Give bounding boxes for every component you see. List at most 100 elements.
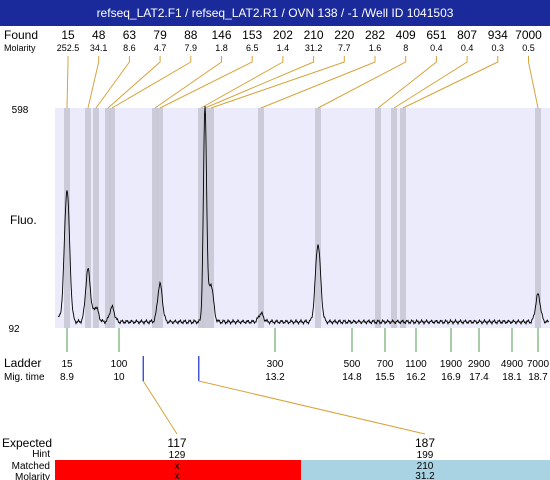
peak-band [202, 108, 208, 328]
found-molarity-label: 0.4 [430, 43, 443, 53]
found-molarity-label: 7.7 [338, 43, 351, 53]
peak-band [85, 108, 91, 328]
peak-connector [210, 56, 345, 109]
y-axis-label: Fluo. [10, 213, 37, 227]
found-molarity-label: 1.6 [369, 43, 382, 53]
found-size-label: 409 [396, 28, 416, 42]
ladder-migtime-label: 17.4 [469, 372, 489, 383]
found-molarity-label: 8 [403, 43, 408, 53]
found-molarity-label: 1.4 [277, 43, 290, 53]
found-molarity-label: 34.1 [90, 43, 108, 53]
peak-band [375, 108, 381, 328]
ladder-migtime-label: 18.1 [502, 372, 522, 383]
found-molarity-label: 6.5 [246, 43, 259, 53]
ladder-size-label: 100 [111, 359, 128, 370]
found-molarity-label: 8.6 [123, 43, 136, 53]
peak-connector [111, 56, 192, 109]
found-molarity-label: 1.8 [215, 43, 228, 53]
expected-value: 117 [167, 436, 186, 450]
expected-connector [198, 380, 426, 435]
found-molarity-label: 31.2 [305, 43, 323, 53]
found-size-label: 7000 [515, 28, 542, 42]
peak-connector [528, 56, 539, 109]
matched-value: x [175, 461, 180, 472]
peak-connector [200, 56, 284, 109]
peak-connector [317, 56, 407, 109]
peak-connector [154, 56, 222, 109]
peak-band [93, 108, 99, 328]
ladder-migtime-label: 10 [113, 372, 125, 383]
ladder-label: Ladder [4, 356, 41, 370]
found-molarity-label: 0.3 [492, 43, 505, 53]
found-size-label: 282 [365, 28, 385, 42]
y-tick-max: 598 [12, 105, 29, 116]
molarity-bottom-label: Molarity [15, 472, 50, 480]
peak-connector [87, 56, 100, 109]
matched-label: Matched [12, 461, 50, 472]
plot-area [55, 108, 550, 328]
chart-title: refseq_LAT2.F1 / refseq_LAT2.R1 / OVN 13… [0, 0, 550, 26]
expected-connector [142, 380, 178, 435]
peak-band [157, 108, 163, 328]
match-bar [301, 460, 550, 480]
peak-connector [393, 56, 468, 109]
found-size-label: 210 [304, 28, 324, 42]
peak-band [105, 108, 111, 328]
ladder-migtime-label: 14.8 [342, 372, 362, 383]
peak-band [258, 108, 264, 328]
expected-value: 187 [415, 436, 435, 450]
ladder-size-label: 500 [344, 359, 361, 370]
fluorescence-trace [57, 106, 549, 326]
peak-connector [204, 56, 315, 109]
peak-connector [402, 56, 499, 109]
mig-time-label: Mig. time [4, 372, 45, 383]
match-bar [55, 460, 301, 480]
ladder-migtime-label: 13.2 [265, 372, 285, 383]
found-size-label: 153 [242, 28, 262, 42]
found-size-label: 63 [123, 28, 137, 42]
peak-band [109, 108, 115, 328]
found-size-label: 88 [184, 28, 198, 42]
ladder-migtime-label: 16.9 [441, 372, 461, 383]
ladder-size-label: 1100 [405, 359, 427, 370]
expected-label: Expected [2, 436, 52, 450]
peak-band [315, 108, 321, 328]
molarity-label: Molarity [4, 43, 36, 53]
peak-connector [95, 56, 130, 109]
ladder-size-label: 7000 [527, 359, 550, 370]
y-tick-min: 92 [8, 324, 20, 335]
ladder-migtime-label: 8.9 [60, 372, 74, 383]
found-size-label: 220 [334, 28, 354, 42]
found-molarity-label: 4.7 [154, 43, 167, 53]
found-size-label: 79 [153, 28, 167, 42]
found-size-label: 146 [211, 28, 231, 42]
ladder-migtime-label: 16.2 [406, 372, 426, 383]
molarity-value: x [175, 471, 180, 480]
found-molarity-label: 0.4 [461, 43, 474, 53]
found-size-label: 934 [488, 28, 508, 42]
hint-value: 199 [417, 450, 434, 461]
ladder-size-label: 1900 [440, 359, 463, 370]
hint-label: Hint [32, 449, 50, 460]
ladder-size-label: 300 [267, 359, 284, 370]
found-label: Found [4, 28, 38, 42]
ladder-size-label: 4900 [501, 359, 524, 370]
ladder-size-label: 15 [61, 359, 73, 370]
found-molarity-label: 0.5 [522, 43, 535, 53]
ladder-size-label: 2900 [468, 359, 491, 370]
found-size-label: 202 [273, 28, 293, 42]
peak-band [535, 108, 541, 328]
peak-band [391, 108, 397, 328]
found-size-label: 651 [426, 28, 446, 42]
peak-band [64, 108, 70, 328]
matched-value: 210 [417, 461, 434, 472]
peak-connector [159, 56, 253, 109]
peak-connector [107, 56, 161, 109]
molarity-value: 31.2 [415, 471, 435, 480]
peak-band [152, 108, 158, 328]
found-size-label: 48 [92, 28, 106, 42]
found-molarity-label: 252.5 [57, 43, 80, 53]
ladder-size-label: 700 [377, 359, 394, 370]
hint-value: 129 [169, 450, 186, 461]
